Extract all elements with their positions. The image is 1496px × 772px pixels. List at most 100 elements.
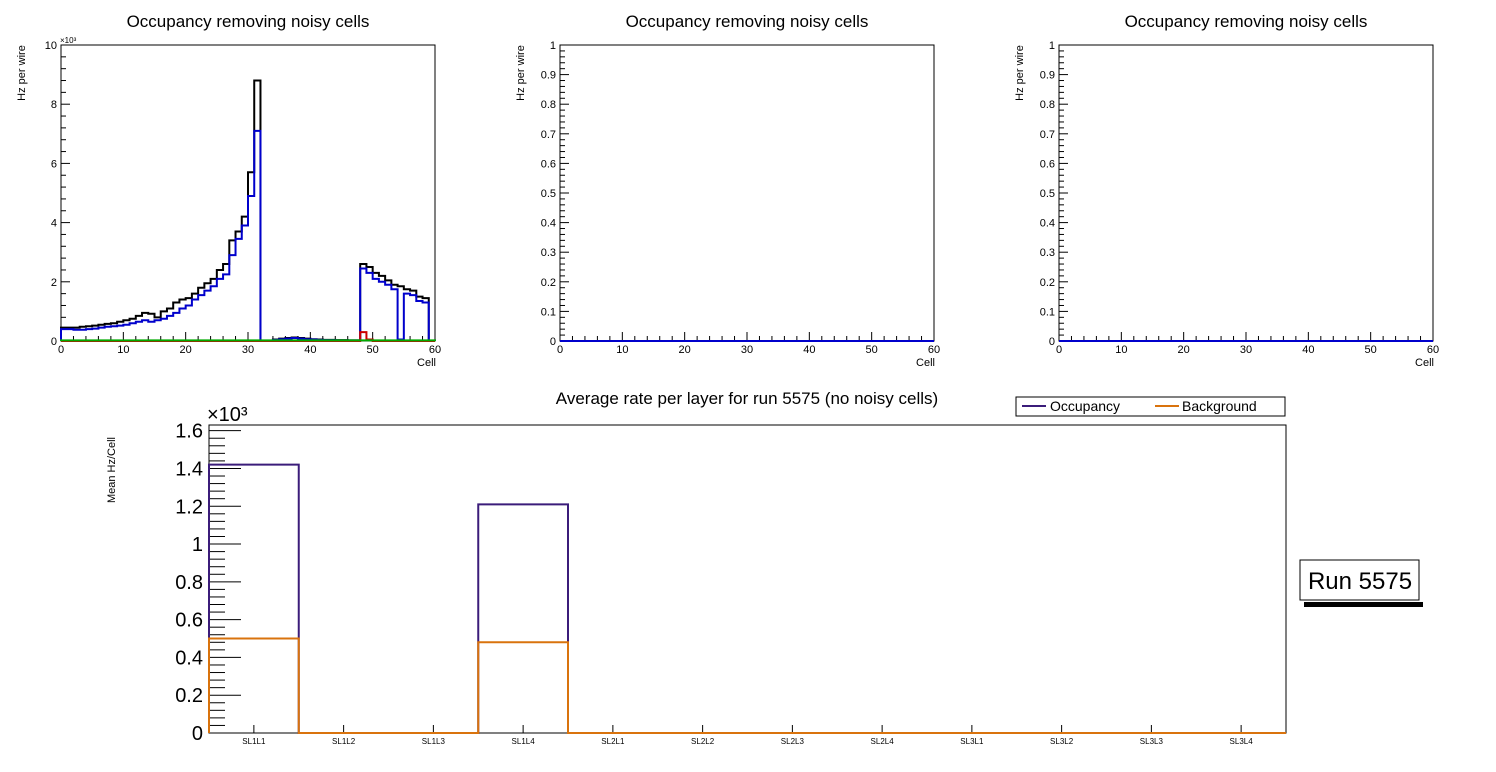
x-tick-label: 20 xyxy=(1178,344,1190,356)
y-tick-label: 10 xyxy=(45,40,57,52)
y-tick-label: 0.7 xyxy=(541,129,556,141)
series-occupancy xyxy=(208,463,1286,734)
y-tick-label: 0.2 xyxy=(541,277,556,289)
x-tick-label: SL1L2 xyxy=(332,737,356,746)
x-tick-label: SL3L4 xyxy=(1230,737,1254,746)
x-tick-label: SL2L2 xyxy=(691,737,715,746)
layer-rate-y-exponent: ×10³ xyxy=(207,404,248,426)
x-tick-label: 40 xyxy=(1302,344,1314,356)
x-tick-label: SL3L3 xyxy=(1140,737,1164,746)
x-tick-label: SL1L4 xyxy=(512,737,536,746)
y-tick-label: 8 xyxy=(51,99,57,111)
panel-3-frame xyxy=(1058,44,1434,342)
y-tick-label: 0.8 xyxy=(541,99,556,111)
x-tick-label: SL2L1 xyxy=(601,737,625,746)
x-tick-label: SL2L4 xyxy=(871,737,895,746)
x-tick-label: 10 xyxy=(117,344,129,356)
y-tick-label: 6 xyxy=(51,158,57,170)
x-tick-label: 60 xyxy=(928,344,940,356)
series-baseline xyxy=(60,339,436,342)
x-tick-label: 60 xyxy=(1427,344,1439,356)
x-tick-label: SL1L1 xyxy=(242,737,266,746)
y-tick-label: 0.8 xyxy=(1040,99,1055,111)
y-tick-label: 1.4 xyxy=(175,458,203,480)
x-tick-label: 10 xyxy=(616,344,628,356)
y-tick-label: 1 xyxy=(192,534,203,556)
y-tick-label: 0 xyxy=(51,336,57,348)
y-tick-label: 0.4 xyxy=(541,218,556,230)
y-tick-label: 0.2 xyxy=(1040,277,1055,289)
panel-1-y-label: Hz per wire xyxy=(16,45,28,101)
x-tick-label: 10 xyxy=(1115,344,1127,356)
y-tick-label: 4 xyxy=(51,218,57,230)
y-tick-label: 0.5 xyxy=(1040,188,1055,200)
panel-2-frame xyxy=(559,44,935,342)
y-tick-label: 0.5 xyxy=(541,188,556,200)
y-tick-label: 0.2 xyxy=(175,685,203,707)
panel-1-title: Occupancy removing noisy cells xyxy=(127,12,370,31)
y-tick-label: 0.1 xyxy=(541,306,556,318)
panel-2-title: Occupancy removing noisy cells xyxy=(626,12,869,31)
x-tick-label: 50 xyxy=(866,344,878,356)
y-tick-label: 0.3 xyxy=(1040,247,1055,259)
y-tick-label: 0.4 xyxy=(1040,218,1055,230)
panel-3: Occupancy removing noisy cells Hz per wi… xyxy=(1014,12,1439,369)
layer-rate-title: Average rate per layer for run 5575 (no … xyxy=(556,389,938,408)
y-tick-label: 0.7 xyxy=(1040,129,1055,141)
x-tick-label: 60 xyxy=(429,344,441,356)
y-tick-label: 0.8 xyxy=(175,572,203,594)
y-tick-label: 1 xyxy=(550,40,556,52)
panel-2-y-label: Hz per wire xyxy=(515,45,527,101)
panel-1-y-exponent: ×10³ xyxy=(60,36,77,45)
x-tick-label: 20 xyxy=(679,344,691,356)
run-label-shadow xyxy=(1304,602,1423,607)
panel-1-x-label: Cell xyxy=(417,357,436,369)
x-tick-label: 0 xyxy=(1056,344,1062,356)
y-tick-label: 0 xyxy=(1049,336,1055,348)
x-tick-label: 30 xyxy=(1240,344,1252,356)
y-tick-label: 0 xyxy=(550,336,556,348)
legend: Occupancy Background xyxy=(1015,396,1286,417)
panel-2: Occupancy removing noisy cells Hz per wi… xyxy=(515,12,940,369)
x-tick-label: SL2L3 xyxy=(781,737,805,746)
panel-2-x-label: Cell xyxy=(916,357,935,369)
y-tick-label: 0.9 xyxy=(541,70,556,82)
y-tick-label: 0 xyxy=(192,723,203,745)
legend-occupancy-label: Occupancy xyxy=(1050,398,1120,414)
panel-3-title: Occupancy removing noisy cells xyxy=(1125,12,1368,31)
x-tick-label: SL3L2 xyxy=(1050,737,1074,746)
series-background xyxy=(208,637,1286,734)
legend-background-label: Background xyxy=(1182,398,1257,414)
x-tick-label: 20 xyxy=(180,344,192,356)
layer-rate-y-label: Mean Hz/Cell xyxy=(106,437,118,503)
y-tick-label: 0.4 xyxy=(175,647,203,669)
y-tick-label: 1 xyxy=(1049,40,1055,52)
x-tick-label: 50 xyxy=(1365,344,1377,356)
x-tick-label: 40 xyxy=(304,344,316,356)
legend-box xyxy=(1015,396,1286,417)
x-tick-label: 40 xyxy=(803,344,815,356)
y-tick-label: 2 xyxy=(51,277,57,289)
x-tick-label: 0 xyxy=(557,344,563,356)
run-label-box: Run 5575 xyxy=(1299,559,1423,607)
layer-rate-frame xyxy=(208,424,1287,734)
y-tick-label: 1.6 xyxy=(175,421,203,443)
y-tick-label: 0.6 xyxy=(1040,158,1055,170)
x-tick-label: 30 xyxy=(741,344,753,356)
x-tick-label: 0 xyxy=(58,344,64,356)
x-tick-label: 30 xyxy=(242,344,254,356)
series-occupancy xyxy=(60,129,435,342)
y-tick-label: 0.3 xyxy=(541,247,556,259)
x-tick-label: SL3L1 xyxy=(960,737,984,746)
y-tick-label: 0.9 xyxy=(1040,70,1055,82)
x-tick-label: SL1L3 xyxy=(422,737,446,746)
panel-1: Occupancy removing noisy cells ×10³ Hz p… xyxy=(16,12,441,369)
run-label: Run 5575 xyxy=(1308,568,1412,595)
y-tick-label: 1.2 xyxy=(175,496,203,518)
y-tick-label: 0.1 xyxy=(1040,306,1055,318)
panel-3-y-label: Hz per wire xyxy=(1014,45,1026,101)
x-tick-label: 50 xyxy=(367,344,379,356)
panel-3-x-label: Cell xyxy=(1415,357,1434,369)
run-label-frame xyxy=(1299,559,1420,601)
